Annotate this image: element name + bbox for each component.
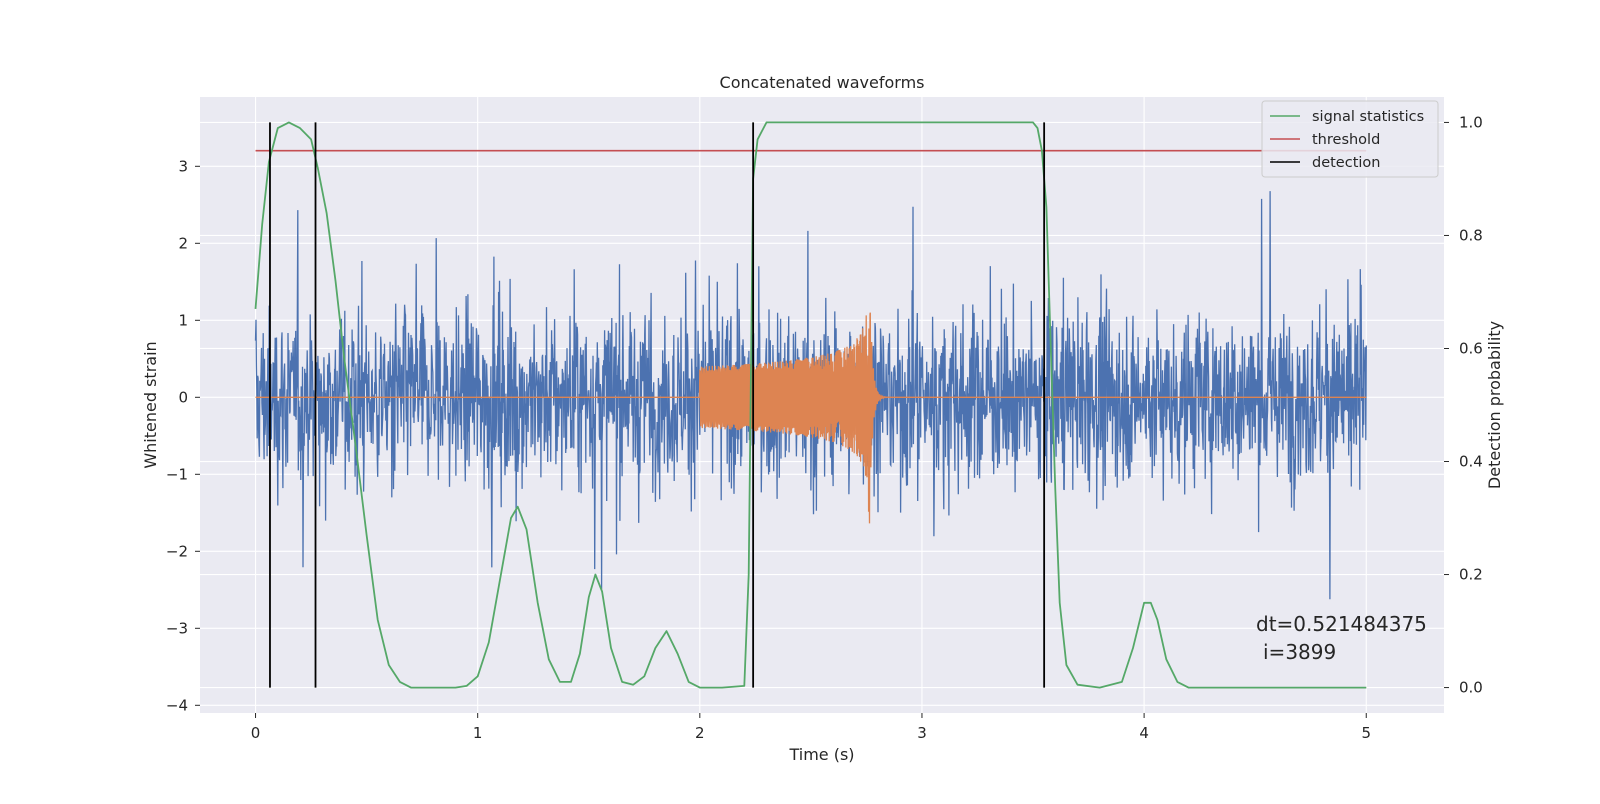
legend: signal statistics threshold detection	[1261, 100, 1439, 178]
plot-lines	[254, 121, 1367, 689]
x-tick-label-4: 4	[1139, 724, 1149, 742]
legend-label-threshold: threshold	[1312, 132, 1380, 148]
x-tick-label-2: 2	[695, 724, 705, 742]
y2-tick-label-1: 0.2	[1459, 566, 1483, 584]
y-tick-label-4: 0	[178, 388, 188, 406]
y-tick-label-3: −1	[166, 465, 188, 483]
y-tick-label-2: −2	[166, 542, 188, 560]
x-tick-label-5: 5	[1361, 724, 1371, 742]
series-signal-statistics	[254, 121, 1367, 689]
y2-axis-label: Detection probability	[1485, 321, 1504, 489]
x-tick-label-1: 1	[473, 724, 483, 742]
y-tick-label-5: 1	[178, 311, 188, 329]
y2-tick-label-4: 0.8	[1459, 226, 1483, 244]
x-tick-label-3: 3	[917, 724, 927, 742]
y2-tick-label-2: 0.4	[1459, 453, 1483, 471]
annotation-i: i=3899	[1263, 640, 1336, 664]
y2-tick-label-0: 0.0	[1459, 679, 1483, 697]
y-tick-label-6: 2	[178, 234, 188, 252]
chart-title: Concatenated waveforms	[720, 73, 925, 92]
y2-tick-label-3: 0.6	[1459, 339, 1483, 357]
y-axis-label: Whitened strain	[141, 341, 160, 468]
series-noisy-strain	[254, 191, 1367, 600]
x-tick-label-0: 0	[251, 724, 261, 742]
y-tick-label-1: −3	[166, 619, 188, 637]
y2-tick-label-5: 1.0	[1459, 113, 1483, 131]
legend-label-signal-statistics: signal statistics	[1312, 109, 1424, 125]
ticks: 0 1 2 3 4 5 −4 −3 −2 −1 0 1 2 3 0.0 0.2 0.4 0.6 0.8 1.0	[166, 113, 1483, 742]
x-axis-label: Time (s)	[788, 745, 854, 764]
series-injected-waveform	[255, 312, 1367, 524]
y-tick-label-7: 3	[178, 157, 188, 175]
legend-label-detection: detection	[1312, 155, 1380, 171]
legend-box	[1261, 100, 1439, 178]
y-tick-label-0: −4	[166, 696, 188, 714]
annotation-dt: dt=0.521484375	[1256, 612, 1427, 636]
